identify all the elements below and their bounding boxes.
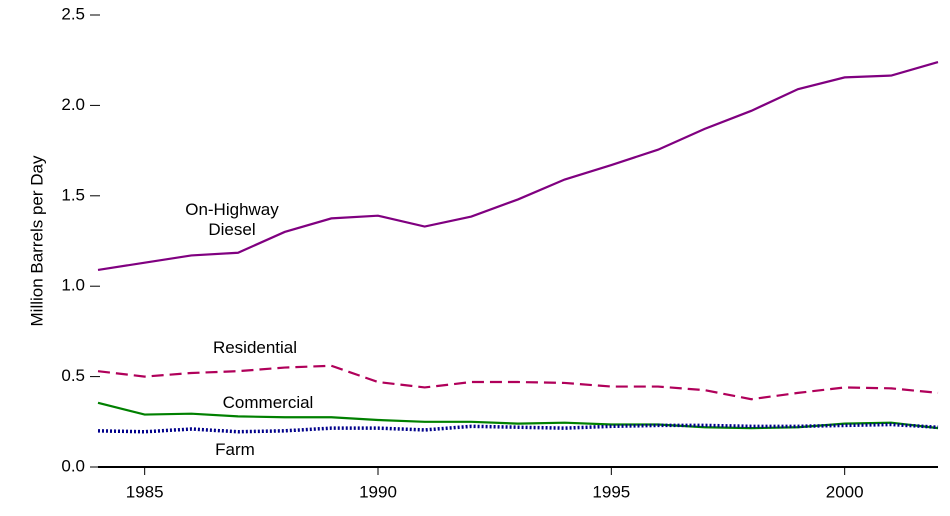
series-label: Farm xyxy=(215,440,255,459)
y-axis-label: Million Barrels per Day xyxy=(27,155,46,326)
y-tick-label: 2.0 xyxy=(61,95,85,114)
y-tick-label: 1.5 xyxy=(61,185,85,204)
series-line xyxy=(97,364,939,401)
series-line xyxy=(97,60,939,272)
x-tick-label: 1990 xyxy=(359,482,397,501)
y-tick-label: 1.0 xyxy=(61,276,85,295)
x-tick-label: 2000 xyxy=(826,482,864,501)
y-tick-label: 0.5 xyxy=(61,366,85,385)
series-label: Commercial xyxy=(222,393,314,412)
series-line xyxy=(97,422,939,434)
y-tick-label: 2.5 xyxy=(61,4,85,23)
x-tick-label: 1985 xyxy=(126,482,164,501)
series-label: On-Highway Diesel xyxy=(185,200,279,239)
x-tick-label: 1995 xyxy=(592,482,630,501)
series-label: Residential xyxy=(212,338,298,357)
y-tick-label: 0.0 xyxy=(61,456,85,475)
